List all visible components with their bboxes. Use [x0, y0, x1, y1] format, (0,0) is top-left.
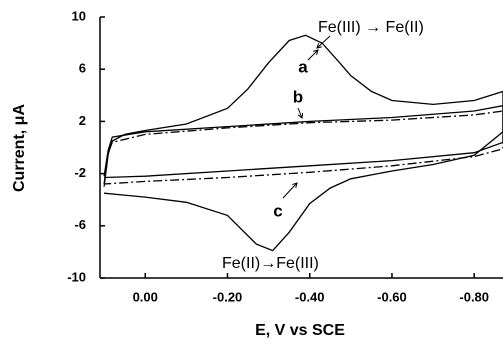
y-tick-label: 6: [79, 61, 86, 76]
x-tick-label: -0.40: [295, 289, 325, 304]
annotation-arrow: [316, 35, 331, 49]
y-tick-label: 10: [72, 8, 86, 23]
y-tick-label: -2: [74, 165, 86, 180]
cv-curve: [103, 34, 503, 252]
arrow-head: [316, 43, 322, 49]
y-tick-label: 2: [79, 113, 86, 128]
annotation-arrow: [307, 49, 319, 61]
annotation: Fe(III) → Fe(II): [318, 19, 424, 36]
y-tick-label: -6: [74, 217, 86, 232]
x-tick-label: 0.00: [133, 289, 158, 304]
annotation: a: [298, 57, 308, 76]
annotation: c: [273, 201, 282, 220]
arrow-head: [313, 49, 319, 55]
annotation-arrow: [297, 107, 303, 119]
annotation: b: [293, 87, 303, 106]
y-tick-label: -10: [67, 269, 86, 284]
annotation: Fe(II)→Fe(III): [222, 255, 319, 272]
cv-curve: [103, 110, 503, 185]
arrow-head: [292, 182, 298, 188]
x-tick-label: -0.20: [213, 289, 243, 304]
arrow-head: [297, 112, 304, 119]
x-tick-label: -0.60: [377, 289, 407, 304]
x-tick-label: -0.80: [459, 289, 489, 304]
annotation-arrow: [282, 182, 298, 199]
cv-curve: [103, 105, 503, 179]
x-axis-label: E, V vs SCE: [255, 322, 345, 339]
y-axis-label: Current, μA: [11, 104, 28, 192]
